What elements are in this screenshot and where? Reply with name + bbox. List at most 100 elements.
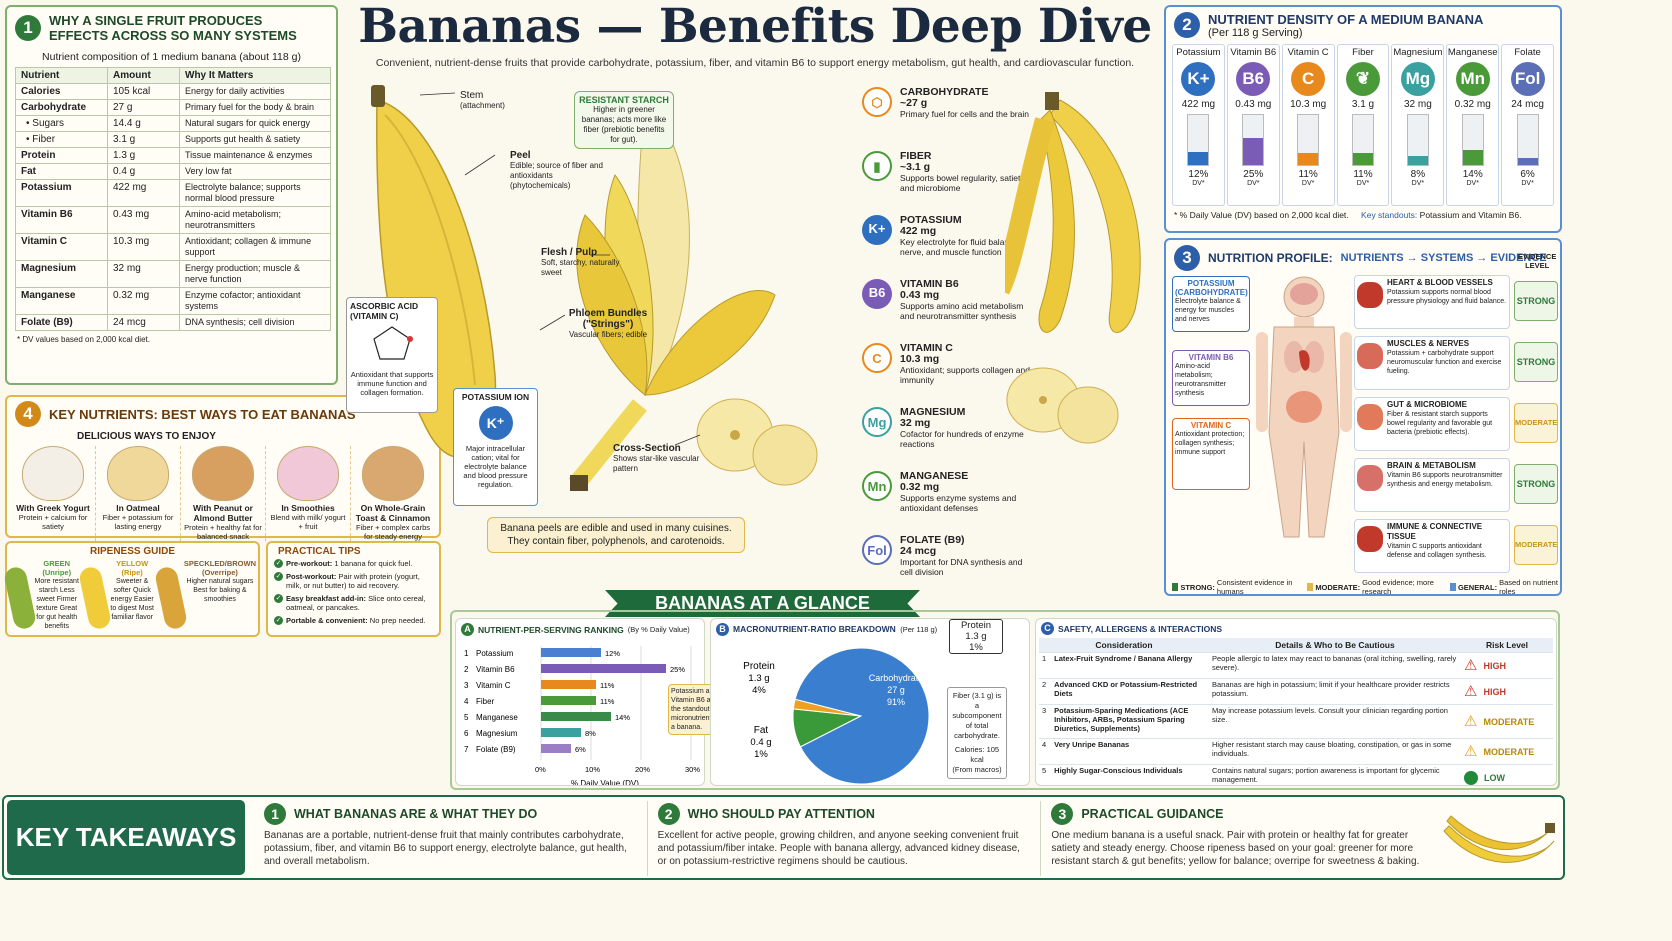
k-icon: K+ bbox=[1181, 62, 1216, 96]
nutrient-table: Nutrient Amount Why It Matters Calories 1… bbox=[15, 67, 331, 331]
ripeness-desc: More resistant starch Less sweet Firmer … bbox=[34, 578, 79, 630]
dv-bar bbox=[1297, 114, 1320, 166]
key-takeaways-panel: KEY TAKEAWAYS 1 WHAT BANANAS ARE & WHAT T… bbox=[2, 795, 1565, 880]
rank-number: 6 bbox=[464, 729, 469, 738]
ripeness-item: SPECKLED/BROWN (Overripe) Higher natural … bbox=[153, 559, 258, 631]
cross-label: Cross-Section bbox=[613, 443, 681, 454]
glance-panel bbox=[450, 610, 1560, 790]
dv-bar-fill bbox=[1243, 137, 1264, 165]
dv-bar bbox=[1516, 114, 1539, 166]
label-peel: Peel Edible; source of fiber and antioxi… bbox=[510, 150, 605, 191]
row-number: 2 bbox=[1042, 680, 1047, 689]
nutrient-highlight: K+ POTASSIUM 422 mg Key electrolyte for flu… bbox=[862, 215, 1032, 279]
system-title: GUT & MICROBIOME bbox=[1387, 400, 1467, 409]
way-title: In Smoothies bbox=[281, 503, 335, 513]
evidence-badge: STRONG bbox=[1514, 281, 1558, 321]
way-title: With Greek Yogurt bbox=[16, 503, 90, 513]
tip-bold: Post-workout: bbox=[286, 571, 337, 581]
bar-category: Vitamin B6 bbox=[476, 665, 515, 674]
bar-category: Fiber bbox=[476, 697, 495, 706]
green-dot-icon bbox=[1464, 770, 1478, 785]
nutrient-amount: 1.3 g bbox=[107, 147, 180, 164]
system-row: HEART & BLOOD VESSELS Potassium supports … bbox=[1354, 275, 1558, 334]
chart-letter: B bbox=[716, 623, 729, 636]
system-row: GUT & MICROBIOME Fiber & resistant starch… bbox=[1354, 397, 1558, 456]
fiber-note: Fiber (3.1 g) is a subcomponent of total… bbox=[952, 691, 1002, 740]
aa-title: ASCORBIC ACID (VITAMIN C) bbox=[350, 301, 419, 321]
risk-details: May increase potassium levels. Consult y… bbox=[1212, 706, 1448, 724]
standouts-text: Potassium and Vitamin B6. bbox=[1419, 210, 1522, 220]
organ-icon bbox=[1357, 282, 1383, 308]
way-desc: Blend with milk/ yogurt + fruit bbox=[270, 513, 346, 531]
check-icon: ✓ bbox=[274, 593, 283, 603]
flesh-sub: Soft, starchy, naturally sweet bbox=[541, 258, 620, 277]
page-title-area: Bananas — Benefits Deep Dive Convenient,… bbox=[345, 0, 1165, 70]
protein-box: Protein 1.3 g 1% bbox=[949, 619, 1003, 654]
takeaway-item: 2 WHO SHOULD PAY ATTENTION Excellent for a… bbox=[648, 801, 1042, 876]
x-tick: 0% bbox=[535, 765, 546, 774]
way-item: On Whole-Grain Toast & Cinnamon Fiber + c… bbox=[351, 446, 435, 541]
takeaway-item: 3 PRACTICAL GUIDANCE One medium banana is … bbox=[1041, 801, 1434, 876]
density-name: Vitamin B6 bbox=[1230, 47, 1277, 58]
legend-key: GENERAL: bbox=[1457, 582, 1498, 592]
consideration: Highly Sugar-Conscious Individuals bbox=[1054, 766, 1183, 775]
highlight-value: ~27 g bbox=[900, 97, 928, 109]
risk-details: People allergic to latex may react to ba… bbox=[1212, 654, 1457, 672]
highlight-value: ~3.1 g bbox=[900, 161, 931, 173]
table-row: 5 Highly Sugar-Conscious Individuals Conta… bbox=[1039, 764, 1553, 791]
section-number: 4 bbox=[15, 401, 41, 427]
highlight-value: 10.3 mg bbox=[900, 353, 940, 365]
way-item: With Greek Yogurt Protein + calcium for s… bbox=[11, 446, 96, 541]
peel-sub: Edible; source of fiber and antioxidants… bbox=[510, 161, 603, 190]
check-icon: ✓ bbox=[274, 615, 283, 625]
section-4-title: KEY NUTRIENTS: BEST WAYS TO EAT BANANAS bbox=[49, 406, 356, 422]
pie-grams-protein: 1.3 g bbox=[748, 673, 769, 684]
nutrient-why: Primary fuel for the body & brain bbox=[179, 99, 331, 116]
col-header: Consideration bbox=[1095, 640, 1153, 650]
label-flesh: Flesh / Pulp Soft, starchy, naturally sw… bbox=[541, 247, 631, 278]
dv-percent: 11% bbox=[1298, 169, 1318, 180]
system-row: BRAIN & METABOLISM Vitamin B6 supports ne… bbox=[1354, 458, 1558, 517]
label-phloem: Phloem Bundles ("Strings") Vascular fibe… bbox=[563, 308, 653, 340]
system-row: MUSCLES & NERVES Potassium + carbohydrate… bbox=[1354, 336, 1558, 395]
takeaway-text: Bananas are a portable, nutrient-dense f… bbox=[264, 830, 627, 867]
density-item: Magnesium Mg 32 mg 8% DV* bbox=[1391, 44, 1445, 206]
section-3-nutrition-profile: 3 NUTRITION PROFILE: NUTRIENTS → SYSTEMS… bbox=[1164, 238, 1562, 596]
nutrient-amount: 27 g bbox=[107, 99, 180, 116]
pie-grams-fat: 0.4 g bbox=[750, 737, 771, 748]
highlight-name: CARBOHYDRATE bbox=[900, 86, 989, 98]
table-footnote: * DV values based on 2,000 kcal diet. bbox=[17, 335, 150, 344]
dv-bar bbox=[1461, 114, 1484, 166]
pie-label-fat: Fat bbox=[754, 725, 769, 736]
rank-number: 5 bbox=[464, 713, 469, 722]
legend-item: GENERAL: Based on nutrient roles bbox=[1449, 578, 1558, 596]
system-desc: Potassium supports normal blood pressure… bbox=[1387, 289, 1507, 305]
way-title: On Whole-Grain Toast & Cinnamon bbox=[355, 503, 431, 523]
highlight-value: 0.43 mg bbox=[900, 289, 940, 301]
k-title: POTASSIUM ION bbox=[461, 392, 530, 402]
density-amount: 3.1 g bbox=[1351, 99, 1375, 110]
way-desc: Protein + calcium for satiety bbox=[18, 513, 88, 531]
ripeness-title: SPECKLED/BROWN (Overripe) bbox=[183, 559, 256, 577]
banana-slices-illustration bbox=[1006, 367, 1119, 444]
ripeness-title: RIPENESS GUIDE bbox=[89, 546, 176, 557]
highlight-value: 0.32 mg bbox=[900, 481, 940, 493]
nutrient-highlight: Fol FOLATE (B9) 24 mcg Important for DNA sy… bbox=[862, 535, 1032, 599]
dv-suffix: DV* bbox=[1356, 180, 1370, 187]
nutrient-highlight: C VITAMIN C 10.3 mg Antioxidant; supports c… bbox=[862, 343, 1032, 407]
nutrient-amount: 3.1 g bbox=[107, 131, 180, 148]
density-name: Fiber bbox=[1352, 47, 1374, 58]
nutrient-why: Energy for daily activities bbox=[179, 83, 331, 100]
legend-value: Good evidence; more research bbox=[1362, 578, 1434, 596]
table-row: 4 Very Unripe Bananas Higher resistant sta… bbox=[1039, 738, 1553, 765]
density-name: Potassium bbox=[1176, 47, 1221, 58]
pie-label-protein: Protein bbox=[743, 661, 775, 672]
protein-box-l3: 1% bbox=[969, 642, 983, 653]
nutrient-name: Carbohydrate bbox=[15, 99, 108, 116]
bar bbox=[541, 680, 596, 689]
nutrient-highlights-list: ⬡ CARBOHYDRATE ~27 g Primary fuel for cells… bbox=[862, 87, 1032, 599]
takeaway-number: 1 bbox=[264, 803, 286, 825]
dv-bar bbox=[1352, 114, 1374, 166]
rank-number: 7 bbox=[464, 745, 469, 754]
takeaway-number: 3 bbox=[1051, 803, 1074, 825]
